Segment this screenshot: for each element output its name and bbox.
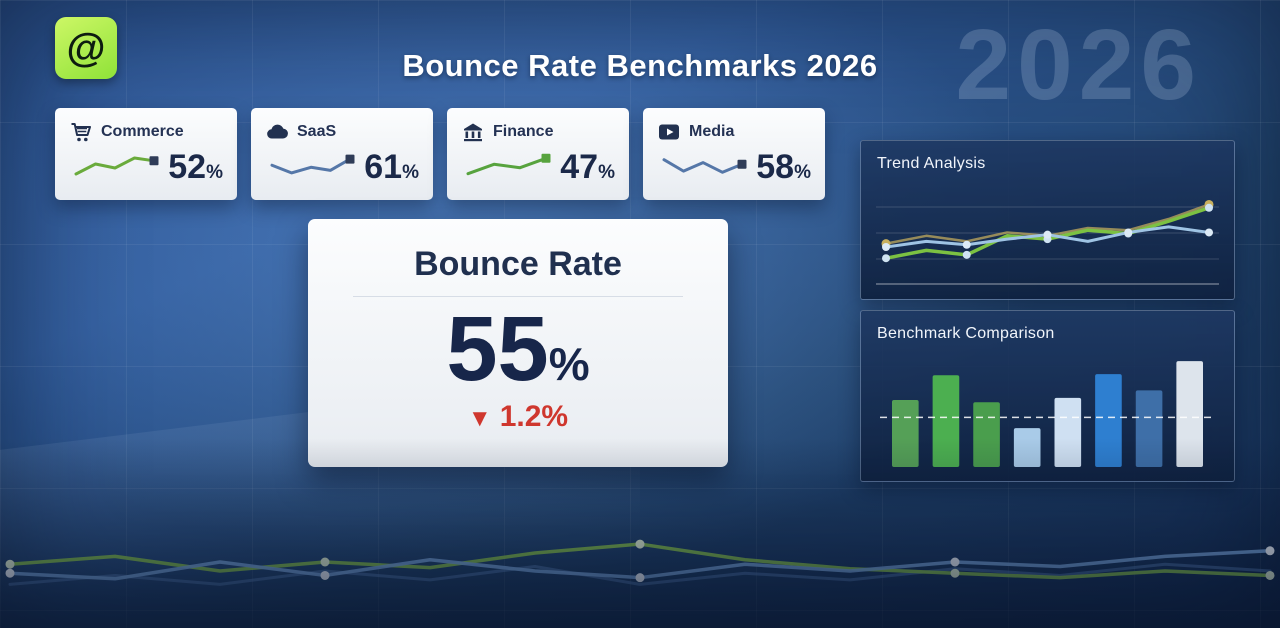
at-spiral-icon: @ [66, 25, 106, 70]
benchmark-comparison-chart [880, 361, 1215, 467]
benchmark-comparison-title: Benchmark Comparison [877, 325, 1055, 342]
stat-value: 58% [756, 148, 811, 186]
stat-value: 47% [560, 148, 615, 186]
app-logo: @ [55, 17, 117, 79]
media-sparkline [662, 158, 747, 174]
stat-label: Media [689, 123, 735, 140]
bounce-rate-title: Bounce Rate [414, 245, 622, 283]
divider [353, 296, 683, 297]
cart-icon [71, 123, 91, 142]
bank-icon [464, 123, 482, 142]
cloud-icon [267, 124, 288, 139]
stat-card-header: Commerce [69, 120, 223, 144]
down-triangle-icon: ▼ [467, 404, 492, 432]
stat-card-row: Commerce 52% SaaS 61% [55, 108, 825, 200]
year-watermark: 2026 [955, 9, 1202, 121]
stat-card-media: Media 58% [643, 108, 825, 200]
play-icon [659, 124, 679, 140]
delta-value: 1.2% [499, 399, 569, 433]
bounce-rate-delta: ▼ 1.2% [308, 400, 728, 434]
stat-card-header: Finance [461, 120, 615, 144]
trend-analysis-title: Trend Analysis [877, 155, 986, 172]
trend-analysis-chart [876, 199, 1219, 285]
stat-card-finance: Finance 47% [447, 108, 629, 200]
stat-value: 61% [364, 148, 419, 186]
stat-label: Finance [493, 123, 554, 140]
stat-card-saas: SaaS 61% [251, 108, 433, 200]
finance-sparkline [466, 153, 551, 176]
commerce-sparkline [74, 156, 159, 176]
bottom-wave-chart [5, 539, 1275, 586]
page-title: Bounce Rate Benchmarks 2026 [402, 48, 878, 83]
stat-card-body: 47% [461, 148, 615, 184]
stat-card-body: 58% [657, 148, 811, 184]
trend-analysis-panel: Trend Analysis [860, 140, 1235, 300]
saas-sparkline [270, 154, 355, 175]
stat-label: Commerce [101, 123, 184, 140]
stat-card-header: Media [657, 120, 811, 144]
benchmark-comparison-panel: Benchmark Comparison [860, 310, 1235, 482]
bounce-rate-card: Bounce Rate 55% ▼ 1.2% [308, 219, 728, 467]
stat-value: 52% [168, 148, 223, 186]
stat-label: SaaS [297, 123, 337, 140]
stat-card-body: 52% [69, 148, 223, 184]
stat-card-header: SaaS [265, 120, 419, 144]
stat-card-body: 61% [265, 148, 419, 184]
stat-card-commerce: Commerce 52% [55, 108, 237, 200]
bounce-rate-value: 55% [446, 298, 590, 400]
